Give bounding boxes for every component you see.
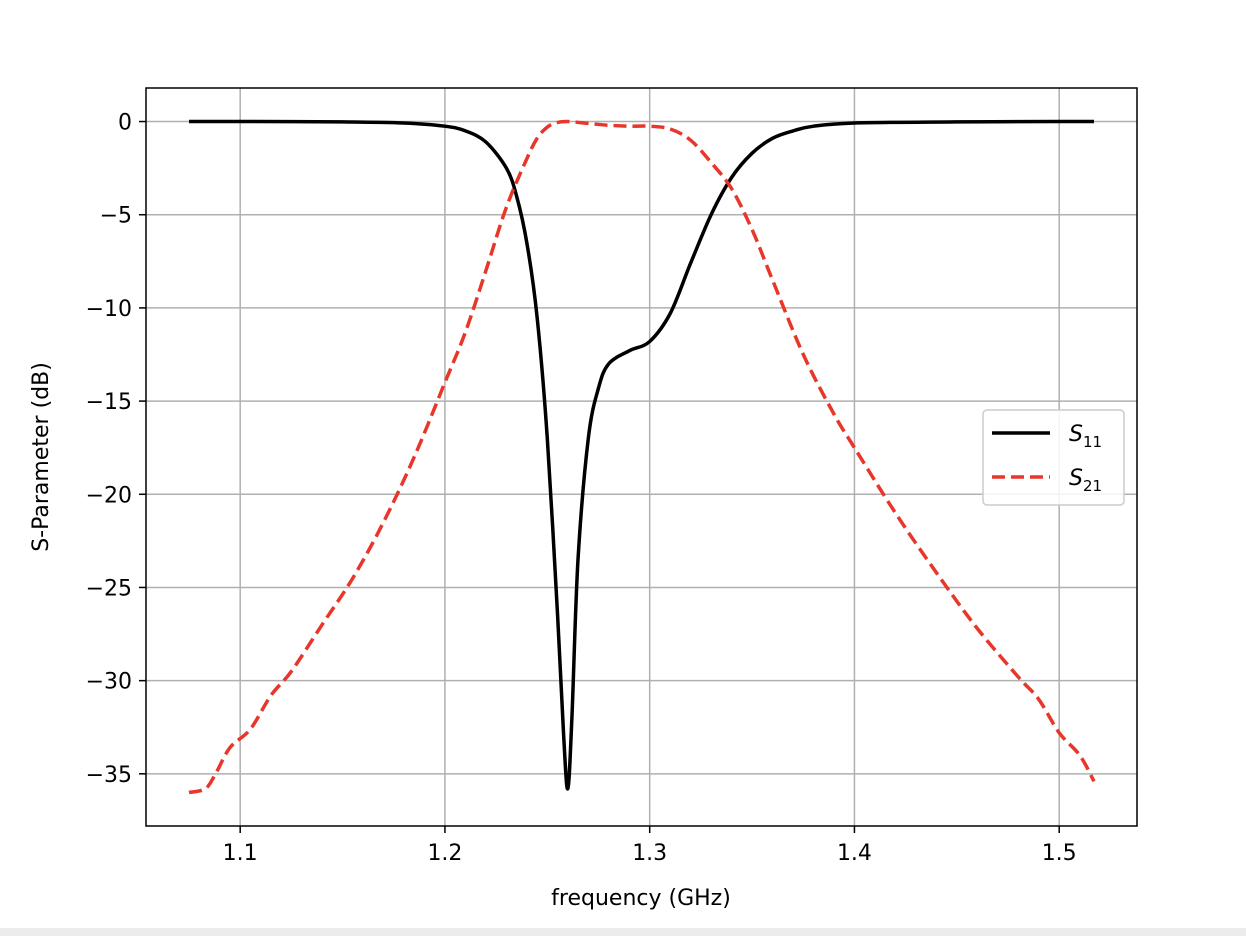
y-axis-label: S-Parameter (dB) [29, 362, 54, 552]
x-tick-label: 1.1 [223, 841, 258, 866]
series-line-s11 [189, 119, 1094, 791]
y-tick-label: −30 [86, 670, 132, 695]
y-tick-label: −35 [86, 763, 132, 788]
y-tick-label: −25 [86, 576, 132, 601]
legend: S11 S21 [982, 409, 1125, 506]
series-line-s21 [188, 119, 1096, 795]
legend-label-s11: S11 [1069, 422, 1102, 451]
y-tick-label: −10 [86, 297, 132, 322]
series-group [188, 119, 1096, 795]
grid [146, 88, 1137, 826]
y-tick-label: −5 [100, 204, 132, 229]
legend-box [982, 409, 1125, 506]
window-bottom-edge [0, 928, 1246, 936]
y-tick-label: −20 [86, 483, 132, 508]
ticks: 1.1 1.2 1.3 1.4 1.5 0 −5 −10 −15 −20 −25 −30 −35 [86, 111, 1077, 866]
y-tick-label: −15 [86, 390, 132, 415]
x-tick-label: 1.5 [1042, 841, 1077, 866]
x-tick-label: 1.2 [427, 841, 462, 866]
x-tick-label: 1.3 [632, 841, 667, 866]
x-tick-label: 1.4 [837, 841, 872, 866]
y-tick-label: 0 [118, 111, 132, 136]
plot-frame [145, 87, 1138, 827]
x-axis-label: frequency (GHz) [551, 886, 731, 911]
legend-label-s21: S21 [1069, 466, 1102, 495]
